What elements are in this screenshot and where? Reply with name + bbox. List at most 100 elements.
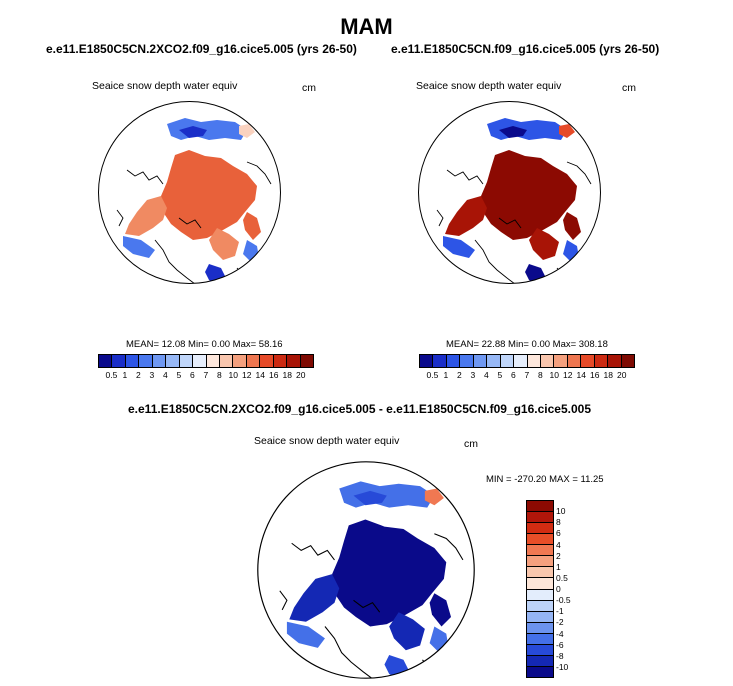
colorbar-tick-label: 3	[149, 370, 155, 380]
colorbar-swatch	[420, 355, 434, 367]
panel-3-polar-map	[257, 461, 475, 679]
colorbar-tick-label: 4	[484, 370, 489, 380]
colorbar-tick-label: 5	[176, 370, 182, 380]
colorbar-tick-label: 14	[576, 370, 586, 380]
coastline	[236, 267, 252, 284]
coastline	[434, 533, 464, 561]
colorbar-swatch	[608, 355, 622, 367]
colorbar-tick-label: -8	[556, 650, 564, 661]
colorbar-tick-label: 4	[163, 370, 168, 380]
canadian-archipelago-ice	[389, 612, 425, 651]
colorbar-swatch	[300, 355, 313, 367]
panel-1-title: e.e11.E1850C5CN.2XCO2.f09_g16.cice5.005 …	[46, 42, 357, 56]
colorbar-swatch	[554, 355, 568, 367]
colorbar-swatch	[594, 355, 609, 367]
barents-kara-ice	[125, 196, 167, 236]
panel-2-title: e.e11.E1850C5CN.f09_g16.cice5.005 (yrs 2…	[391, 42, 660, 56]
panel-3-variable: Seaice snow depth water equiv	[254, 435, 400, 447]
colorbar-swatch	[527, 666, 553, 677]
okhotsk-core-ice	[179, 126, 207, 138]
baffin-bay-ice	[429, 593, 452, 627]
colorbar-swatch	[527, 611, 553, 623]
map-boundary	[418, 101, 601, 284]
colorbar-swatch	[125, 355, 140, 367]
coastline	[116, 209, 124, 227]
colorbar-tick-label: -2	[556, 617, 564, 628]
colorbar-swatch	[487, 355, 501, 367]
coastline	[291, 542, 335, 561]
colorbar-swatch	[460, 355, 474, 367]
canadian-archipelago-ice	[209, 228, 239, 260]
colorbar-tick-label: 18	[282, 370, 292, 380]
colorbar-tick-label: 6	[190, 370, 195, 380]
colorbar-swatch	[527, 600, 553, 612]
coastline	[474, 239, 516, 284]
map-boundary	[257, 461, 475, 679]
panel-2-polar-map	[418, 101, 601, 284]
colorbar-swatch	[581, 355, 595, 367]
panel-1-polar-map	[98, 101, 281, 284]
colorbar-swatch	[246, 355, 261, 367]
panel-2-colorbar-ticks: 0.5 1 2 3 4 5 6 7 8 10 12 14 16 18 20	[419, 370, 635, 382]
barents-kara-ice	[445, 196, 487, 236]
coastline	[446, 169, 484, 185]
colorbar-swatch	[152, 355, 167, 367]
colorbar-swatch	[527, 622, 553, 634]
colorbar-tick-label: -10	[556, 661, 569, 672]
colorbar-swatch	[193, 355, 207, 367]
panel-2-variable: Seaice snow depth water equiv	[416, 80, 562, 92]
colorbar-swatch	[527, 534, 553, 546]
panel-2-units: cm	[622, 82, 636, 94]
colorbar-tick-label: 14	[255, 370, 265, 380]
colorbar-tick-label: 6	[511, 370, 516, 380]
colorbar-swatch	[527, 512, 553, 524]
canadian-archipelago-ice	[529, 228, 559, 260]
colorbar-swatch	[219, 355, 234, 367]
coastline	[178, 217, 202, 229]
warm-anomaly-spot	[559, 124, 575, 138]
colorbar-swatch	[527, 501, 553, 513]
colorbar-tick-label: 2	[457, 370, 462, 380]
colorbar-swatch	[527, 556, 553, 568]
colorbar-tick-label: 6	[556, 528, 561, 539]
barents-kara-ice	[289, 574, 340, 622]
colorbar-swatch	[527, 644, 553, 656]
coastline	[436, 209, 444, 227]
colorbar-tick-label: 7	[524, 370, 530, 380]
colorbar-tick-label: 1	[556, 561, 561, 572]
colorbar-tick-label: 2	[556, 550, 561, 561]
colorbar-tick-label: 20	[617, 370, 627, 380]
greenland-sea-ice	[443, 236, 475, 258]
panel-1-colorbar-ticks: 0.5 1 2 3 4 5 6 7 8 10 12 14 16 18 20	[98, 370, 314, 382]
colorbar-swatch	[287, 355, 301, 367]
okhotsk-core-ice	[499, 126, 527, 138]
panel-1-colorbar	[98, 354, 314, 368]
warm-anomaly-spot	[424, 488, 444, 506]
colorbar-swatch	[179, 355, 194, 367]
panel-1-units: cm	[302, 82, 316, 94]
colorbar-tick-label: -6	[556, 639, 564, 650]
central-arctic-ice	[332, 519, 447, 627]
central-arctic-ice	[481, 150, 577, 240]
warm-anomaly-spot	[239, 124, 255, 138]
panel-1-variable: Seaice snow depth water equiv	[92, 80, 238, 92]
colorbar-swatch	[99, 355, 113, 367]
central-arctic-ice	[161, 150, 257, 240]
colorbar-tick-label: 0.5	[556, 572, 568, 583]
panel-2-stats: MEAN= 22.88 Min= 0.00 Max= 308.18	[446, 339, 608, 350]
colorbar-swatch	[233, 355, 247, 367]
colorbar-swatch	[166, 355, 180, 367]
colorbar-tick-label: 0.5	[426, 370, 439, 380]
colorbar-swatch	[540, 355, 555, 367]
baffin-bay-ice	[563, 212, 581, 240]
colorbar-tick-label: 1	[122, 370, 128, 380]
colorbar-tick-label: 16	[590, 370, 600, 380]
colorbar-swatch	[473, 355, 488, 367]
colorbar-tick-label: 1	[443, 370, 449, 380]
coastline	[422, 659, 440, 679]
colorbar-swatch	[527, 578, 553, 590]
colorbar-tick-label: 8	[217, 370, 222, 380]
panel-3-colorbar	[526, 500, 554, 678]
colorbar-swatch	[527, 545, 553, 557]
greenland-sea-ice	[286, 621, 325, 648]
